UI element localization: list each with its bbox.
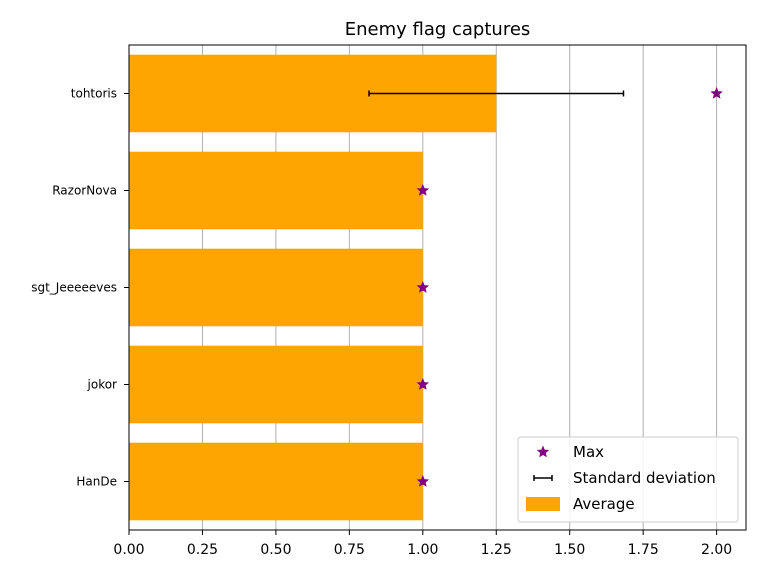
legend-average-swatch bbox=[526, 497, 560, 511]
max-marker bbox=[416, 183, 430, 196]
error-bars bbox=[368, 90, 625, 97]
legend-label: Average bbox=[573, 495, 635, 513]
y-tick-label: tohtoris bbox=[71, 87, 117, 101]
bar-average bbox=[129, 442, 423, 521]
max-marker bbox=[416, 377, 430, 390]
y-tick-label: sgt_Jeeeeeves bbox=[31, 281, 117, 295]
x-tick-label: 0.25 bbox=[187, 542, 218, 558]
x-tick-label: 1.50 bbox=[554, 542, 585, 558]
max-markers bbox=[416, 86, 723, 487]
bar-average bbox=[129, 151, 423, 230]
x-tick-label: 1.75 bbox=[628, 542, 659, 558]
x-tick-label: 0.75 bbox=[334, 542, 365, 558]
y-tick-label: HanDe bbox=[76, 475, 117, 489]
x-tick-label: 0.00 bbox=[113, 542, 144, 558]
y-tick-label: jokor bbox=[87, 378, 118, 392]
legend-max-symbol bbox=[536, 445, 550, 458]
y-tick-label: RazorNova bbox=[52, 184, 117, 198]
x-axis-ticks: 0.00 0.25 0.50 0.75 1.00 1.25 1.50 1.75 2.00 bbox=[113, 530, 732, 558]
x-tick-label: 0.50 bbox=[260, 542, 291, 558]
x-tick-label: 1.25 bbox=[481, 542, 512, 558]
chart-title: Enemy flag captures bbox=[345, 19, 531, 40]
legend-box bbox=[517, 436, 739, 523]
max-marker bbox=[710, 86, 723, 99]
legend-label: Max bbox=[573, 443, 604, 461]
max-marker bbox=[416, 280, 430, 293]
bar-average bbox=[129, 248, 423, 327]
max-marker bbox=[416, 474, 430, 487]
x-tick-label: 1.00 bbox=[407, 542, 438, 558]
legend: Max Standard deviation Average bbox=[517, 436, 739, 523]
legend-label: Standard deviation bbox=[573, 469, 716, 487]
bar-average bbox=[129, 345, 423, 424]
bars bbox=[129, 54, 497, 521]
x-tick-label: 2.00 bbox=[701, 542, 732, 558]
